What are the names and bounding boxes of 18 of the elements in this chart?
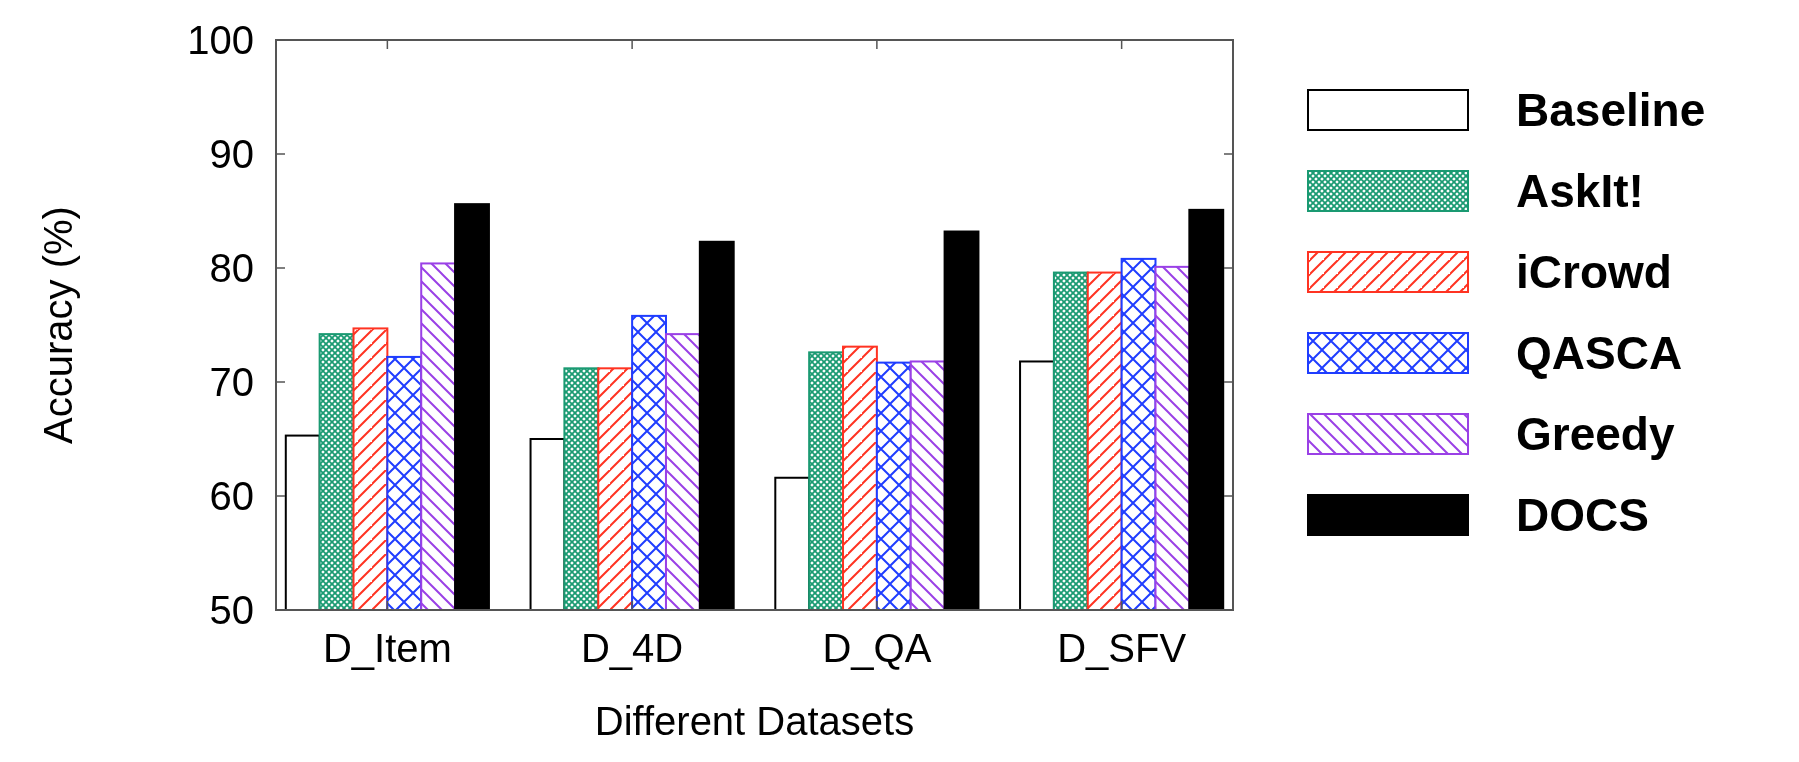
y-tick-label: 60 <box>209 474 254 518</box>
x-tick-label: D_SFV <box>1057 626 1187 670</box>
x-axis-title: Different Datasets <box>594 699 915 743</box>
legend-label: iCrowd <box>1516 246 1672 298</box>
y-axis-title: Accuracy (%) <box>36 206 80 444</box>
y-tick-label: 80 <box>209 246 254 290</box>
legend-label: QASCA <box>1516 327 1683 379</box>
legend-label: Greedy <box>1516 408 1675 460</box>
legend-label: AskIt! <box>1516 165 1644 217</box>
legend-label: DOCS <box>1516 489 1649 541</box>
x-tick-label: D_4D <box>580 626 684 670</box>
y-tick-label: 70 <box>209 360 254 404</box>
legend-label: Baseline <box>1516 84 1706 136</box>
x-tick-label: D_Item <box>322 626 452 670</box>
y-tick-label: 100 <box>187 18 254 62</box>
y-tick-label: 50 <box>209 588 254 632</box>
y-tick-label: 90 <box>209 132 254 176</box>
x-tick-label: D_QA <box>822 626 932 670</box>
